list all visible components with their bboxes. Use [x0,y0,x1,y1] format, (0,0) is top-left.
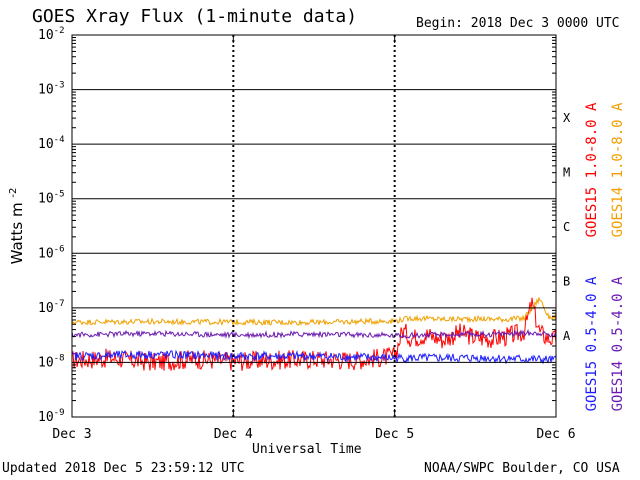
plot-frame [71,34,557,418]
legend-entry: GOES14 1.0-8.0 A [610,102,626,237]
x-tick-label: Dec 5 [375,427,414,442]
series-line-2 [71,349,557,365]
legend-entry: GOES15 1.0-8.0 A [584,102,600,237]
updated-timestamp: Updated 2018 Dec 5 23:59:12 UTC [2,461,245,476]
y-tick-label: 10-2 [38,26,65,43]
begin-time-label: Begin: 2018 Dec 3 0000 UTC [416,16,620,31]
series-line-3 [71,328,557,340]
series-line-0 [71,297,557,371]
y-tick-label: 10-3 [38,81,65,98]
labels-group: Dec 3 Dec 4 Dec 5 Dec 6 10-2 10-3 10-4 10-5 10-6… [8,26,626,442]
flare-class-label: X [563,111,571,125]
flare-class-label: M [563,165,570,179]
x-axis-label: Universal Time [252,442,362,457]
flare-class-label: C [563,220,570,234]
series-line-1 [71,297,557,327]
y-tick-label: 10-6 [38,244,65,261]
flare-class-label: B [563,275,570,289]
y-axis-label: Watts m -2 [8,188,26,265]
y-tick-label: 10-5 [38,190,65,207]
chart-title: GOES Xray Flux (1-minute data) [32,6,358,27]
y-tick-label: 10-7 [38,299,65,316]
legend-entry: GOES14 0.5-4.0 A [610,276,626,411]
flare-class-label: A [563,329,571,343]
series-group [71,297,557,371]
y-tick-label: 10-8 [38,353,65,370]
grid-group [72,34,556,418]
legend-entry: GOES15 0.5-4.0 A [584,276,600,411]
credit-label: NOAA/SWPC Boulder, CO USA [424,461,620,476]
x-tick-label: Dec 6 [536,427,575,442]
axes-group [71,34,557,418]
x-tick-label: Dec 4 [214,427,253,442]
y-tick-label: 10-4 [38,135,65,152]
x-tick-label: Dec 3 [52,427,91,442]
y-tick-label: 10-9 [38,408,65,425]
